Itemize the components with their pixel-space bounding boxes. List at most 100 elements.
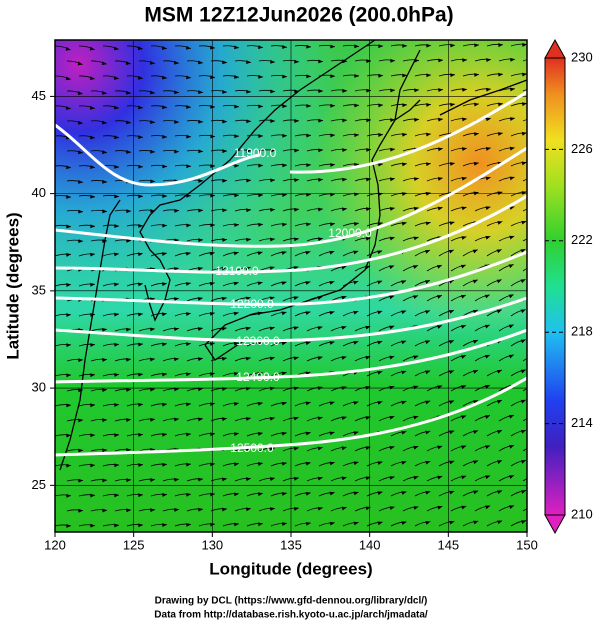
stream-arrow [126,209,131,214]
stream-arrow [449,340,455,344]
colorbar-tick-label: 214 [571,415,593,430]
stream-arrow [401,491,407,495]
stream-arrow [162,372,167,377]
stream-arrow [473,132,479,137]
stream-arrow [461,415,467,420]
stream-arrow [401,221,407,226]
stream-arrow [281,251,287,255]
stream-arrow [353,491,359,496]
stream-arrow [186,105,191,109]
stream-arrow [413,265,419,269]
stream-arrow [329,431,335,436]
stream-arrow [305,251,311,255]
stream-arrow [449,520,455,525]
stream-arrow [365,476,371,481]
stream-arrow [257,432,263,436]
stream-arrow [282,74,287,79]
stream-arrow [534,176,539,180]
stream-arrow [102,358,107,362]
stream-arrow [366,59,371,63]
stream-arrow [305,461,311,466]
stream-arrow [497,221,503,225]
stream-arrow [425,310,431,314]
stream-arrow [293,507,299,511]
stream-arrow [114,282,119,287]
stream-arrow [233,432,239,437]
stream-arrow [281,431,287,436]
stream-arrow [533,206,538,210]
stream-arrow [77,91,83,96]
stream-arrow [246,178,251,183]
stream-arrow [377,340,383,345]
stream-arrow [365,506,371,511]
stream-arrow [497,520,503,525]
streamline [522,267,527,272]
stream-arrow [174,119,179,124]
stream-arrow [317,446,323,451]
stream-arrow [162,105,167,110]
stream-arrow [138,105,143,110]
stream-arrow [101,90,107,95]
stream-arrow [269,326,275,331]
stream-arrow [269,296,275,301]
y-tick-label: 45 [32,88,46,103]
stream-arrow [329,341,335,345]
stream-arrow [390,536,395,540]
stream-arrow [378,103,383,108]
stream-arrow [402,103,407,108]
stream-arrow [533,475,538,479]
stream-arrow [150,120,155,125]
stream-arrow [221,357,227,361]
stream-arrow [258,222,263,227]
stream-arrow [161,312,167,317]
stream-arrow [198,238,203,243]
colorbar-tick-label: 218 [571,324,593,339]
stream-arrow [257,281,263,286]
streamline [522,89,527,92]
stream-arrow [89,76,95,81]
stream-arrow [402,162,407,167]
stream-arrow [425,162,431,167]
stream-arrow [90,343,95,347]
stream-arrow [462,58,467,63]
stream-arrow [425,280,431,284]
stream-arrow [269,477,275,481]
stream-arrow [330,103,335,108]
stream-arrow [221,417,227,422]
stream-arrow [389,355,395,360]
contour-line [55,250,527,306]
stream-arrow [269,386,275,391]
stream-arrow [426,73,431,78]
stream-arrow [162,342,167,347]
stream-arrow [389,476,395,480]
stream-arrow [353,401,359,405]
colorbar-body [544,57,566,516]
stream-arrow [509,117,515,122]
stream-arrow [293,476,299,481]
stream-arrow [450,73,455,78]
stream-arrow [473,400,479,404]
stream-arrow [161,252,167,257]
stream-arrow [222,507,227,512]
stream-arrow [234,104,239,109]
stream-arrow [354,133,359,138]
stream-arrow [378,73,383,78]
stream-arrow [496,309,502,314]
stream-arrow [341,356,347,360]
stream-arrow [390,118,395,123]
stream-arrow [269,266,275,271]
stream-arrow [318,207,323,212]
stream-arrow [413,236,419,241]
stream-arrow [114,463,119,468]
stream-arrow [186,492,191,497]
stream-arrow [425,430,431,435]
stream-arrow [126,238,131,243]
stream-arrow [437,325,443,329]
stream-arrow [496,249,502,254]
stream-arrow [150,327,155,332]
stream-arrow [413,177,419,182]
stream-arrow [461,536,466,540]
stream-arrow [245,507,251,512]
stream-arrow [114,403,119,407]
stream-arrow [78,539,83,543]
